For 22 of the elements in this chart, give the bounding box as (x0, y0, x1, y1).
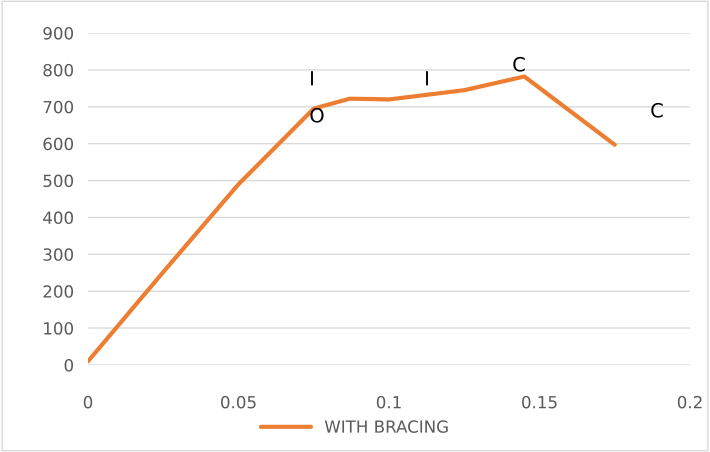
legend-label: WITH BRACING (324, 420, 448, 433)
annotation: I (311, 71, 313, 86)
annotation: O (310, 108, 324, 123)
y-tick-label: 200 (44, 285, 74, 298)
x-tick-label: 0.2 (678, 396, 702, 408)
y-tick-label: 600 (43, 138, 74, 150)
annotation: I (426, 71, 428, 86)
y-tick-label: 300 (44, 248, 74, 261)
y-tick-label: 400 (43, 211, 74, 224)
x-tick-label: 0 (84, 396, 92, 408)
x-tick-label: 0.15 (522, 396, 557, 408)
y-tick-label: 700 (44, 100, 74, 114)
x-tick-label: 0.05 (221, 396, 256, 408)
annotation: C (513, 56, 525, 72)
y-tick-label: 800 (43, 64, 74, 76)
y-tick-label: 0 (64, 358, 74, 372)
y-tick-label: 900 (43, 26, 74, 40)
annotation: C (651, 102, 663, 118)
y-tick-label: 100 (44, 322, 74, 335)
y-tick-label: 500 (44, 174, 74, 188)
line-series (88, 74, 617, 364)
x-tick-label: 0.1 (376, 396, 401, 408)
